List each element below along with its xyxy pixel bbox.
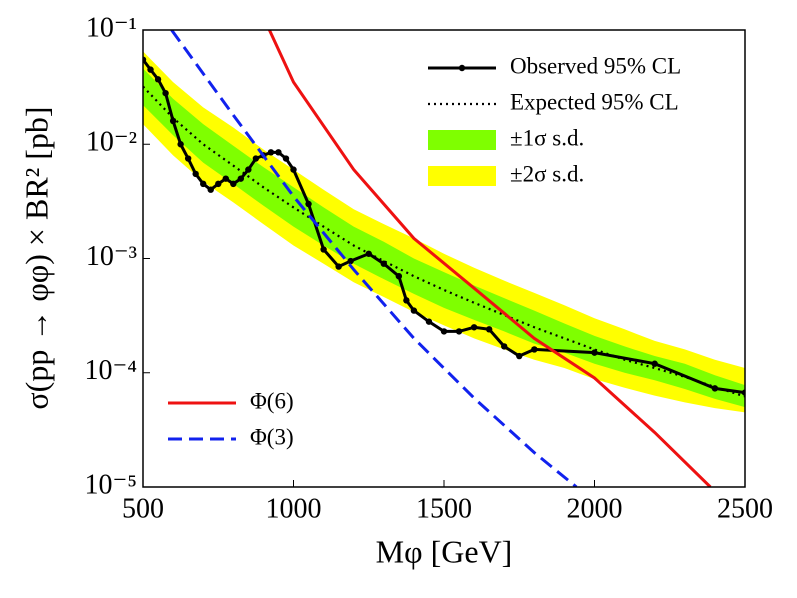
data-point — [395, 272, 403, 280]
data-point — [230, 180, 237, 188]
data-point — [207, 186, 214, 193]
y-tick-label: 10⁻⁴ — [84, 355, 137, 386]
data-point — [275, 149, 282, 156]
data-point — [147, 66, 154, 73]
x-tick-label: 2500 — [717, 493, 773, 524]
data-point — [184, 155, 192, 162]
x-tick-label: 2000 — [567, 493, 623, 524]
data-point — [290, 166, 297, 173]
x-tick-label: 1500 — [416, 493, 472, 524]
y-tick-label: 10⁻² — [86, 127, 137, 158]
band — [143, 51, 745, 413]
data-point — [143, 56, 147, 63]
data-point — [215, 180, 222, 188]
data-point — [282, 155, 290, 162]
x-tick-label: 500 — [122, 493, 164, 524]
data-point — [651, 360, 658, 367]
legend-swatch — [428, 166, 496, 186]
legend-label: ±2σ s.d. — [510, 161, 584, 186]
y-tick-label: 10⁻¹ — [86, 12, 137, 43]
data-point — [335, 263, 342, 270]
data-point — [154, 76, 162, 83]
data-point — [470, 324, 478, 331]
data-point — [403, 297, 410, 304]
series-line — [268, 30, 712, 487]
data-point — [192, 170, 199, 178]
series-line — [143, 85, 745, 398]
data-point — [222, 175, 229, 182]
data-point — [237, 175, 245, 182]
legend-swatch — [428, 130, 496, 150]
y-tick-label: 10⁻³ — [86, 241, 137, 272]
y-tick-label: 10⁻⁵ — [84, 469, 137, 500]
data-point — [320, 246, 327, 253]
band — [143, 68, 745, 408]
series-line — [170, 30, 578, 487]
legend-marker — [458, 64, 466, 72]
data-point — [455, 328, 463, 335]
legend-label: Φ(3) — [250, 424, 294, 449]
data-point — [200, 180, 207, 188]
data-point — [741, 389, 745, 396]
data-point — [169, 117, 177, 125]
data-point — [485, 326, 493, 333]
legend-label: Observed 95% CL — [510, 53, 681, 78]
x-axis-label: Mφ [GeV] — [376, 533, 513, 569]
data-point — [245, 166, 252, 173]
data-point — [162, 89, 169, 97]
data-point — [440, 328, 448, 335]
legend-label: ±1σ s.d. — [510, 125, 584, 150]
legend-label: Expected 95% CL — [510, 89, 679, 114]
data-point — [410, 307, 418, 314]
data-point — [516, 352, 523, 360]
data-point — [347, 257, 354, 265]
data-point — [425, 318, 433, 325]
data-point — [305, 200, 312, 208]
data-point — [177, 141, 184, 148]
data-point — [531, 346, 538, 353]
y-axis-label: σ(pp → φφ) × BR² [pb] — [18, 106, 54, 409]
data-point — [252, 155, 260, 162]
data-point — [711, 385, 719, 392]
data-point — [267, 149, 275, 156]
x-tick-label: 1000 — [266, 493, 322, 524]
legend-label: Φ(6) — [250, 388, 294, 413]
plot-area — [143, 30, 745, 487]
data-point — [501, 343, 508, 350]
